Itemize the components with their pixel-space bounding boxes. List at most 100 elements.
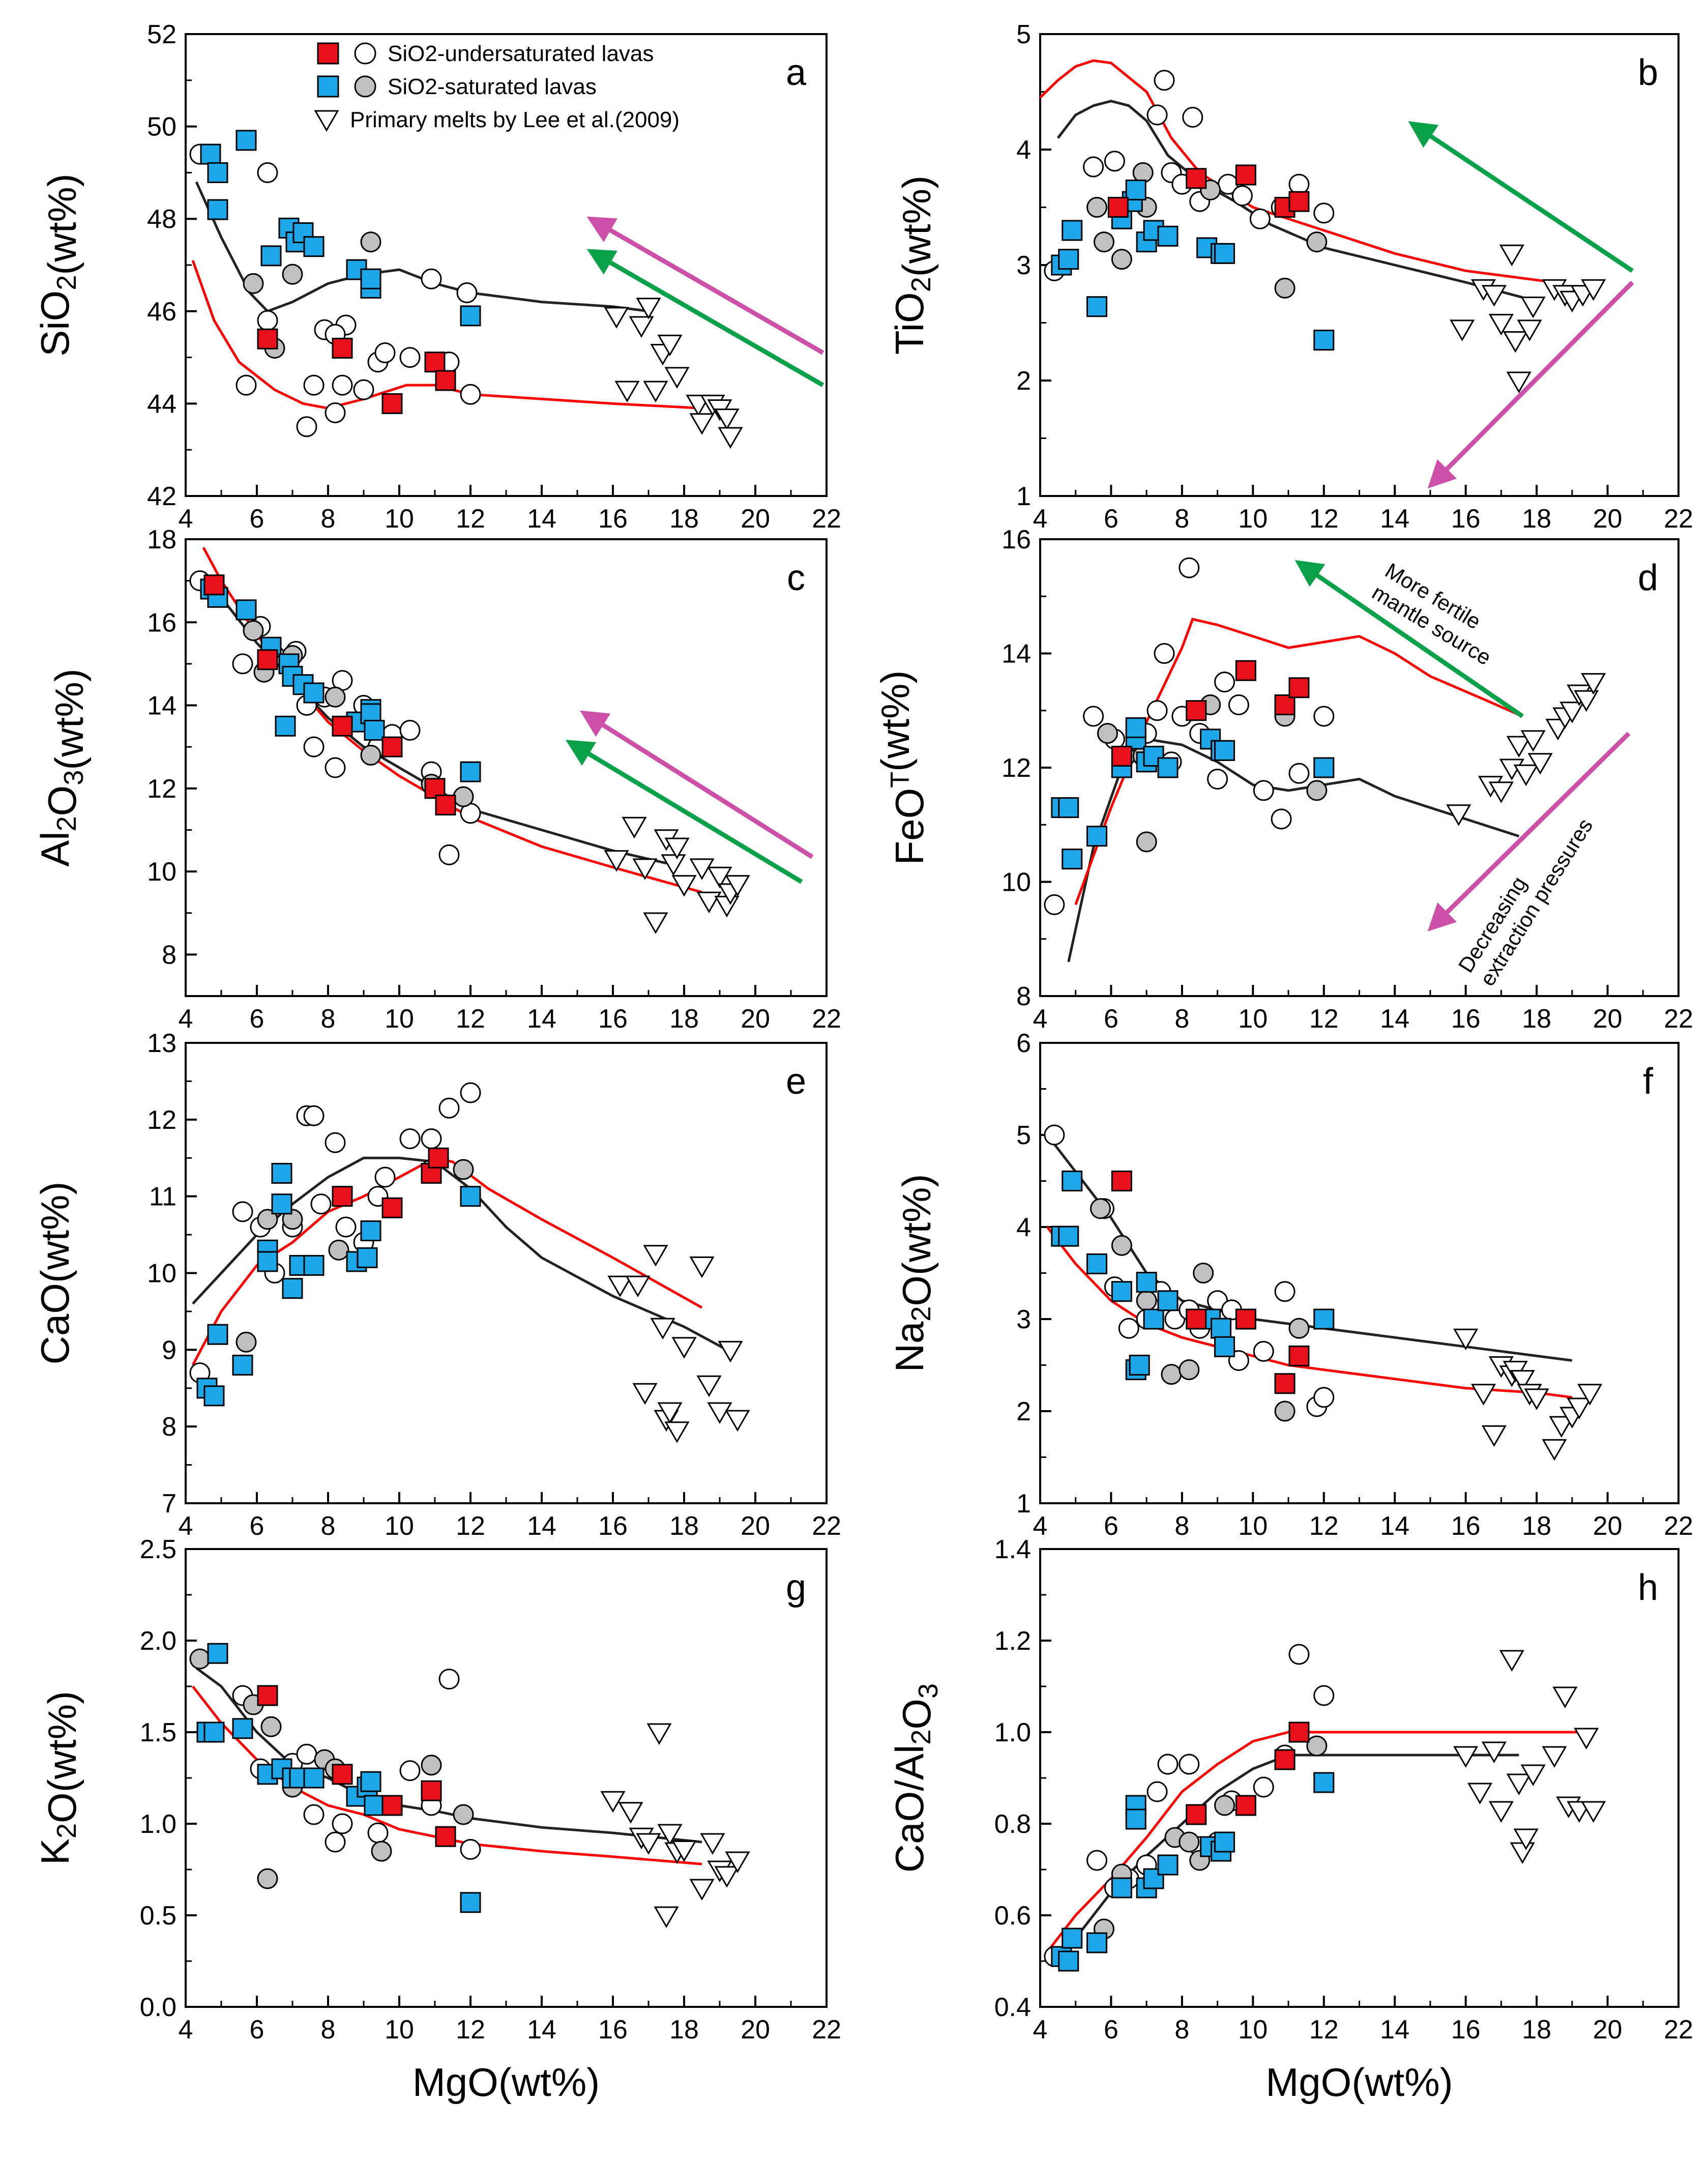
saturated-square-point — [275, 715, 296, 737]
primary-melt-point — [725, 1410, 750, 1432]
undersaturated-square-point — [1288, 1721, 1310, 1743]
primary-melt-point — [1581, 673, 1606, 695]
primary-melt-point — [1488, 1801, 1514, 1823]
undersaturated-square-point — [203, 574, 225, 596]
y-tick-label: 12 — [147, 1105, 176, 1135]
y-tick-label: 0.5 — [140, 1901, 176, 1931]
primary-melt-point — [1581, 279, 1606, 301]
y-tick-label: 1.2 — [994, 1626, 1031, 1656]
primary-melt-point — [689, 858, 715, 880]
x-tick-label: 8 — [1174, 1004, 1189, 1034]
undersaturated-circle-point — [1214, 672, 1235, 693]
y-tick-label: 5 — [1016, 20, 1031, 49]
saturated-square-point — [1062, 1928, 1083, 1949]
x-tick-label: 16 — [1451, 504, 1481, 534]
x-tick-label: 4 — [179, 1511, 193, 1541]
primary-melt-point — [689, 1256, 715, 1278]
saturated-square-point — [364, 720, 385, 741]
undersaturated-circle-point — [1288, 763, 1310, 784]
undersaturated-square-point — [1274, 694, 1295, 716]
saturated-square-point — [1129, 1355, 1150, 1376]
black-trend-line — [1056, 100, 1523, 299]
undersaturated-circle-point — [399, 720, 421, 741]
saturated-circle-point — [243, 273, 264, 294]
primary-melt-point — [1481, 1425, 1507, 1447]
x-tick-label: 20 — [1593, 504, 1623, 534]
saturated-circle-point — [325, 686, 346, 708]
primary-melt-point — [607, 1275, 633, 1298]
undersaturated-circle-point — [399, 347, 421, 368]
undersaturated-square-point — [332, 1186, 353, 1207]
saturated-square-point — [207, 1324, 228, 1345]
saturated-square-point — [1313, 1308, 1335, 1330]
legend-sat-label: SiO2-saturated lavas — [388, 74, 597, 99]
x-tick-label: 8 — [1174, 504, 1189, 534]
undersaturated-circle-point — [1313, 202, 1335, 224]
panel-letter: c — [787, 558, 805, 598]
saturated-circle-point — [328, 1239, 349, 1261]
x-tick-label: 20 — [741, 1004, 770, 1034]
red-trend-line — [192, 1685, 702, 1865]
saturated-square-point — [1214, 740, 1235, 761]
x-axis-title: MgO(wt%) — [1265, 2060, 1453, 2105]
legend: SiO2-undersaturated lavas SiO2-saturated… — [314, 41, 680, 132]
primary-melt-point — [632, 858, 658, 880]
undersaturated-circle-point — [232, 1201, 253, 1222]
primary-melt-point — [1542, 1439, 1567, 1461]
x-tick-label: 8 — [321, 2015, 336, 2045]
red-trend-line — [1046, 1731, 1579, 1953]
undersaturated-circle-point — [257, 162, 278, 183]
y-tick-label: 14 — [1002, 639, 1031, 669]
x-tick-label: 4 — [1033, 2015, 1048, 2045]
primary-melt-point — [718, 1340, 743, 1363]
x-tick-label: 8 — [321, 1511, 336, 1541]
saturated-square-point — [303, 1767, 325, 1789]
x-tick-label: 8 — [1174, 2015, 1189, 2045]
y-tick-label: 9 — [162, 1335, 176, 1365]
saturated-circle-point — [235, 1331, 257, 1353]
undersaturated-circle-point — [325, 757, 346, 778]
x-tick-label: 16 — [598, 1511, 628, 1541]
saturated-square-point — [357, 1247, 378, 1268]
x-tick-label: 20 — [741, 2015, 770, 2045]
saturated-square-point — [1086, 1253, 1108, 1274]
primary-melt-point — [1549, 1416, 1574, 1438]
primary-melt-point — [1559, 702, 1585, 723]
undersaturated-circle-point — [1157, 1754, 1179, 1775]
primary-melt-point — [689, 1879, 715, 1901]
saturated-circle-point — [1179, 1359, 1200, 1381]
primary-melt-point — [632, 1383, 658, 1405]
legend-primary-triangle — [314, 110, 339, 132]
saturated-circle-point — [257, 1868, 278, 1889]
y-tick-label: 10 — [147, 857, 176, 887]
primary-melt-point — [696, 1375, 722, 1397]
saturated-square-point — [1058, 1950, 1079, 1972]
panel-g: 4 6 8 10 12 14 16 18 20 22 0.0 0.5 1.0 1.5 2.0 2.5 K2O(w… — [33, 1535, 841, 2105]
saturated-square-point — [257, 1251, 278, 1272]
saturated-circle-point — [1214, 1795, 1235, 1816]
undersaturated-circle-point — [456, 282, 478, 303]
x-tick-label: 4 — [179, 504, 193, 534]
undersaturated-circle-point — [374, 1166, 396, 1188]
undersaturated-square-point — [424, 352, 446, 373]
saturated-circle-point — [1097, 723, 1118, 744]
primary-melt-point — [636, 1833, 661, 1855]
saturated-square-point — [1313, 330, 1335, 351]
saturated-square-point — [1086, 826, 1108, 847]
y-axis-title: TiO2(wt%) — [887, 176, 939, 355]
undersaturated-circle-point — [303, 374, 325, 396]
primary-melt-point — [657, 334, 683, 357]
x-tick-label: 18 — [1522, 1511, 1551, 1541]
undersaturated-circle-point — [325, 402, 346, 424]
y-tick-label: 5 — [1016, 1121, 1031, 1150]
undersaturated-square-point — [1111, 1171, 1132, 1191]
x-tick-label: 6 — [250, 1004, 264, 1034]
panel-d: 4 6 8 10 12 14 16 18 20 22 8 10 12 14 16 FeOT(wt%) d — [873, 525, 1693, 1034]
x-tick-label: 12 — [1309, 1004, 1339, 1034]
saturated-circle-point — [1306, 780, 1328, 801]
x-tick-label: 18 — [1522, 2015, 1551, 2045]
x-tick-label: 14 — [527, 1004, 556, 1034]
saturated-circle-point — [282, 1209, 303, 1230]
x-tick-label: 10 — [1238, 1004, 1268, 1034]
